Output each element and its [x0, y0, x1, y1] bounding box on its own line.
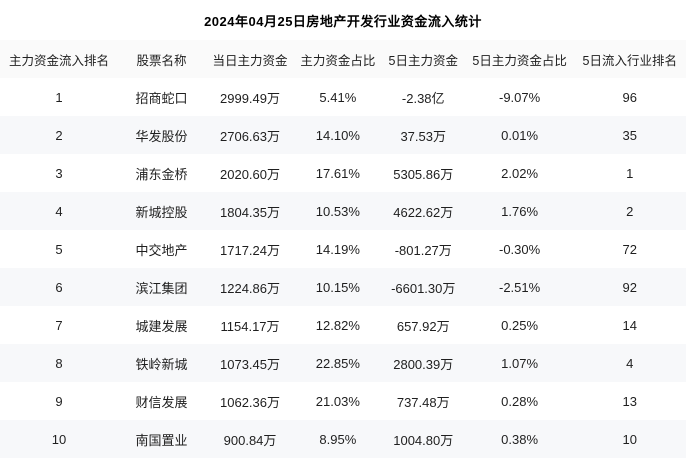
- cell-day-main-ratio: 21.03%: [315, 393, 360, 409]
- cell-stock-name: 城建发展: [135, 318, 188, 334]
- cell-5day-main-ratio: 1.76%: [501, 203, 539, 219]
- col-header-day-main-capital: 当日主力资金: [212, 53, 288, 68]
- cell-day-main-capital: 1224.86万: [220, 280, 281, 296]
- cell-stock-name: 南国置业: [135, 432, 188, 448]
- cell-5day-main-ratio: 0.28%: [501, 393, 539, 409]
- cell-5day-main-capital: -6601.30万: [391, 280, 456, 296]
- cell-5day-industry-rank: 14: [622, 317, 637, 333]
- cell-5day-industry-rank: 13: [622, 393, 637, 409]
- table-row: 1 招商蛇口 2999.49万 5.41% -2.38亿 -9.07% 96: [0, 78, 686, 116]
- cell-stock-name: 中交地产: [135, 242, 188, 258]
- cell-main-inflow-rank: 1: [55, 89, 63, 105]
- table-row: 8 铁岭新城 1073.45万 22.85% 2800.39万 1.07% 4: [0, 344, 686, 382]
- col-header-5day-industry-rank: 5日流入行业排名: [582, 53, 677, 68]
- cell-stock-name: 华发股份: [135, 128, 188, 144]
- cell-day-main-capital: 2706.63万: [220, 128, 281, 144]
- cell-5day-main-ratio: -0.30%: [499, 241, 541, 257]
- col-header-5day-main-ratio: 5日主力资金占比: [472, 53, 567, 68]
- cell-stock-name: 滨江集团: [135, 280, 188, 296]
- cell-5day-main-capital: 5305.86万: [393, 166, 454, 182]
- report-title: 2024年04月25日房地产开发行业资金流入统计: [204, 13, 482, 29]
- table-row: 9 财信发展 1062.36万 21.03% 737.48万 0.28% 13: [0, 382, 686, 420]
- cell-5day-industry-rank: 4: [626, 355, 634, 371]
- cell-main-inflow-rank: 7: [55, 317, 63, 333]
- table-row: 3 浦东金桥 2020.60万 17.61% 5305.86万 2.02% 1: [0, 154, 686, 192]
- cell-5day-main-capital: -2.38亿: [401, 90, 445, 106]
- cell-5day-main-ratio: 1.07%: [501, 355, 539, 371]
- cell-main-inflow-rank: 8: [55, 355, 63, 371]
- cell-5day-main-capital: 657.92万: [396, 318, 450, 334]
- cell-day-main-capital: 1804.35万: [220, 204, 281, 220]
- table-body: 1 招商蛇口 2999.49万 5.41% -2.38亿 -9.07% 96 2…: [0, 78, 686, 458]
- cell-day-main-ratio: 22.85%: [315, 355, 360, 371]
- cell-day-main-capital: 1062.36万: [220, 394, 281, 410]
- cell-day-main-ratio: 17.61%: [315, 165, 360, 181]
- cell-5day-main-ratio: -9.07%: [499, 89, 541, 105]
- cell-5day-industry-rank: 2: [626, 203, 634, 219]
- cell-5day-industry-rank: 72: [622, 241, 637, 257]
- cell-5day-main-capital: 2800.39万: [393, 356, 454, 372]
- table-header-row: 主力资金流入排名 股票名称 当日主力资金 主力资金占比 5日主力资金 5日主力资…: [0, 40, 686, 78]
- capital-inflow-table: 主力资金流入排名 股票名称 当日主力资金 主力资金占比 5日主力资金 5日主力资…: [0, 40, 686, 458]
- cell-day-main-ratio: 5.41%: [319, 89, 357, 105]
- table-row: 6 滨江集团 1224.86万 10.15% -6601.30万 -2.51% …: [0, 268, 686, 306]
- cell-stock-name: 新城控股: [135, 204, 188, 220]
- table-row: 7 城建发展 1154.17万 12.82% 657.92万 0.25% 14: [0, 306, 686, 344]
- cell-main-inflow-rank: 2: [55, 127, 63, 143]
- cell-5day-main-ratio: 0.38%: [501, 431, 539, 447]
- cell-day-main-capital: 1717.24万: [220, 242, 281, 258]
- cell-day-main-ratio: 8.95%: [319, 431, 357, 447]
- col-header-stock-name: 股票名称: [136, 53, 187, 68]
- cell-day-main-capital: 2020.60万: [220, 166, 281, 182]
- cell-5day-main-capital: -801.27万: [394, 242, 452, 258]
- cell-day-main-capital: 1154.17万: [220, 318, 280, 334]
- cell-day-main-capital: 2999.49万: [220, 90, 281, 106]
- cell-day-main-ratio: 10.15%: [315, 279, 360, 295]
- cell-5day-main-capital: 4622.62万: [393, 204, 454, 220]
- cell-5day-industry-rank: 92: [622, 279, 637, 295]
- cell-stock-name: 浦东金桥: [135, 166, 188, 182]
- cell-day-main-capital: 900.84万: [223, 432, 277, 448]
- cell-main-inflow-rank: 9: [55, 393, 63, 409]
- cell-main-inflow-rank: 10: [51, 431, 67, 447]
- cell-day-main-ratio: 14.10%: [315, 127, 360, 143]
- cell-day-main-ratio: 12.82%: [315, 317, 360, 333]
- table-row: 10 南国置业 900.84万 8.95% 1004.80万 0.38% 10: [0, 420, 686, 458]
- col-header-main-inflow-rank: 主力资金流入排名: [8, 53, 109, 68]
- cell-stock-name: 铁岭新城: [135, 356, 188, 372]
- cell-5day-main-capital: 737.48万: [396, 394, 450, 410]
- cell-5day-main-capital: 37.53万: [400, 128, 446, 144]
- cell-main-inflow-rank: 4: [55, 203, 63, 219]
- cell-5day-industry-rank: 1: [626, 165, 634, 181]
- table-row: 4 新城控股 1804.35万 10.53% 4622.62万 1.76% 2: [0, 192, 686, 230]
- cell-main-inflow-rank: 6: [55, 279, 63, 295]
- col-header-day-main-ratio: 主力资金占比: [300, 53, 376, 68]
- cell-day-main-capital: 1073.45万: [220, 356, 281, 372]
- cell-5day-industry-rank: 35: [622, 127, 637, 143]
- cell-stock-name: 招商蛇口: [135, 90, 188, 106]
- cell-main-inflow-rank: 5: [55, 241, 63, 257]
- cell-5day-industry-rank: 10: [622, 431, 637, 447]
- cell-main-inflow-rank: 3: [55, 165, 63, 181]
- cell-5day-main-ratio: 2.02%: [501, 165, 539, 181]
- cell-5day-main-ratio: -2.51%: [499, 279, 541, 295]
- cell-day-main-ratio: 14.19%: [315, 241, 360, 257]
- table-row: 2 华发股份 2706.63万 14.10% 37.53万 0.01% 35: [0, 116, 686, 154]
- cell-5day-main-ratio: 0.01%: [501, 127, 539, 143]
- cell-5day-industry-rank: 96: [622, 89, 637, 105]
- table-row: 5 中交地产 1717.24万 14.19% -801.27万 -0.30% 7…: [0, 230, 686, 268]
- cell-stock-name: 财信发展: [135, 394, 188, 410]
- cell-5day-main-capital: 1004.80万: [393, 432, 454, 448]
- cell-5day-main-ratio: 0.25%: [501, 317, 539, 333]
- cell-day-main-ratio: 10.53%: [315, 203, 360, 219]
- col-header-5day-main-capital: 5日主力资金: [388, 53, 458, 68]
